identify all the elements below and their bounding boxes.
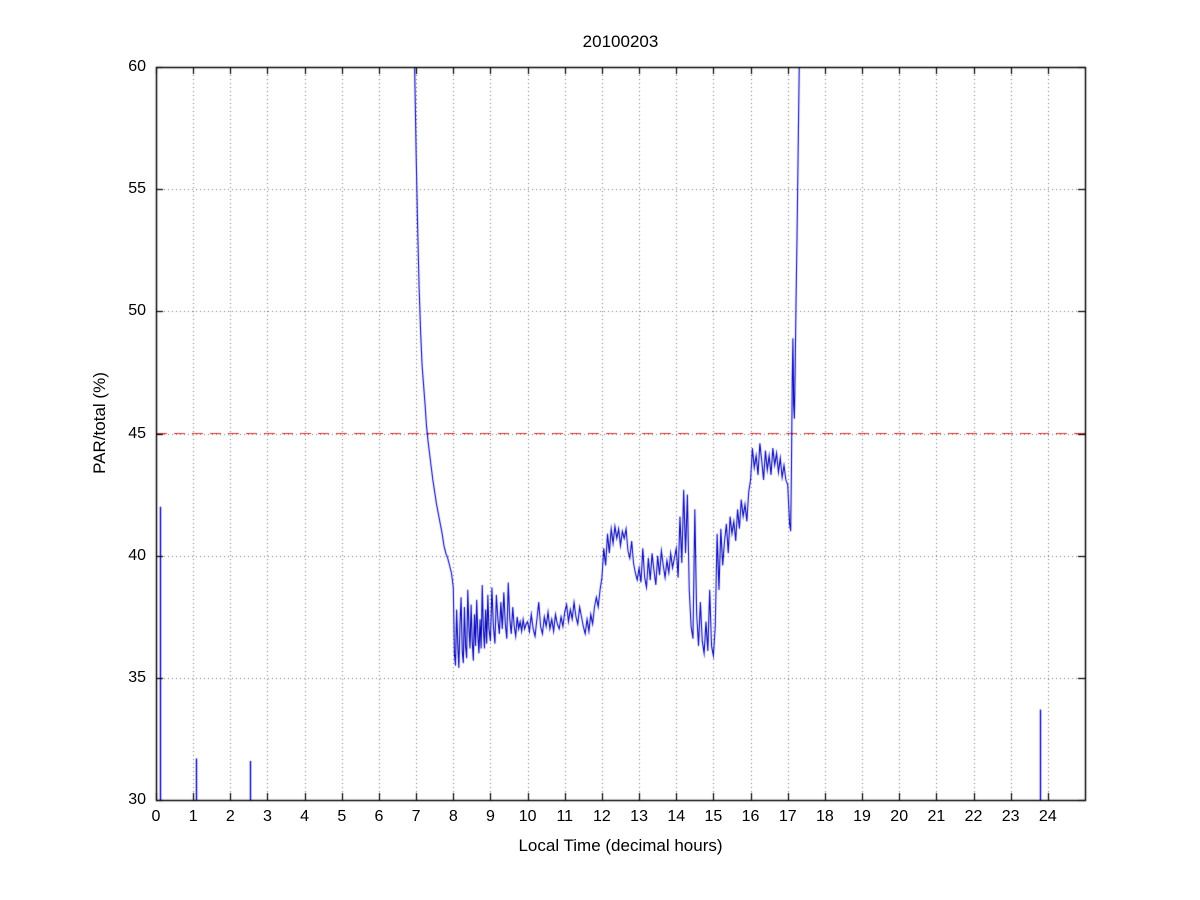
y-tick-label: 55 <box>128 180 146 198</box>
y-tick-label: 35 <box>128 668 146 686</box>
x-tick-label: 10 <box>518 808 537 825</box>
x-tick-label: 17 <box>778 808 797 825</box>
x-axis-label: Local Time (decimal hours) <box>518 836 723 855</box>
y-tick-label: 30 <box>128 791 146 808</box>
x-tick-label: 2 <box>225 808 235 825</box>
x-tick-label: 13 <box>630 808 648 825</box>
y-tick-label: 40 <box>128 546 146 564</box>
x-tick-label: 14 <box>667 808 686 825</box>
x-tick-label: 24 <box>1038 808 1057 825</box>
x-tick-label: 11 <box>556 808 574 825</box>
x-tick-label: 7 <box>411 808 421 825</box>
y-tick-label: 50 <box>128 302 146 320</box>
x-tick-label: 0 <box>151 808 161 825</box>
chart-title: 20100203 <box>582 32 659 51</box>
x-tick-label: 5 <box>337 808 347 825</box>
x-tick-label: 15 <box>704 808 723 825</box>
x-tick-label: 18 <box>815 808 834 825</box>
x-tick-label: 1 <box>188 808 198 825</box>
x-tick-label: 16 <box>741 808 760 825</box>
x-tick-label: 21 <box>927 808 946 825</box>
y-axis-label: PAR/total (%) <box>90 372 109 474</box>
x-tick-label: 19 <box>853 808 871 825</box>
x-tick-label: 12 <box>593 808 611 825</box>
x-tick-label: 8 <box>448 808 458 825</box>
x-tick-label: 3 <box>263 808 272 825</box>
y-tick-label: 45 <box>128 424 146 442</box>
x-tick-label: 22 <box>964 808 983 825</box>
x-tick-label: 9 <box>485 808 495 825</box>
x-tick-label: 20 <box>890 808 909 825</box>
y-tick-label: 60 <box>128 58 146 75</box>
x-tick-label: 23 <box>1001 808 1020 825</box>
x-tick-label: 4 <box>300 808 310 825</box>
x-tick-label: 6 <box>374 808 384 825</box>
